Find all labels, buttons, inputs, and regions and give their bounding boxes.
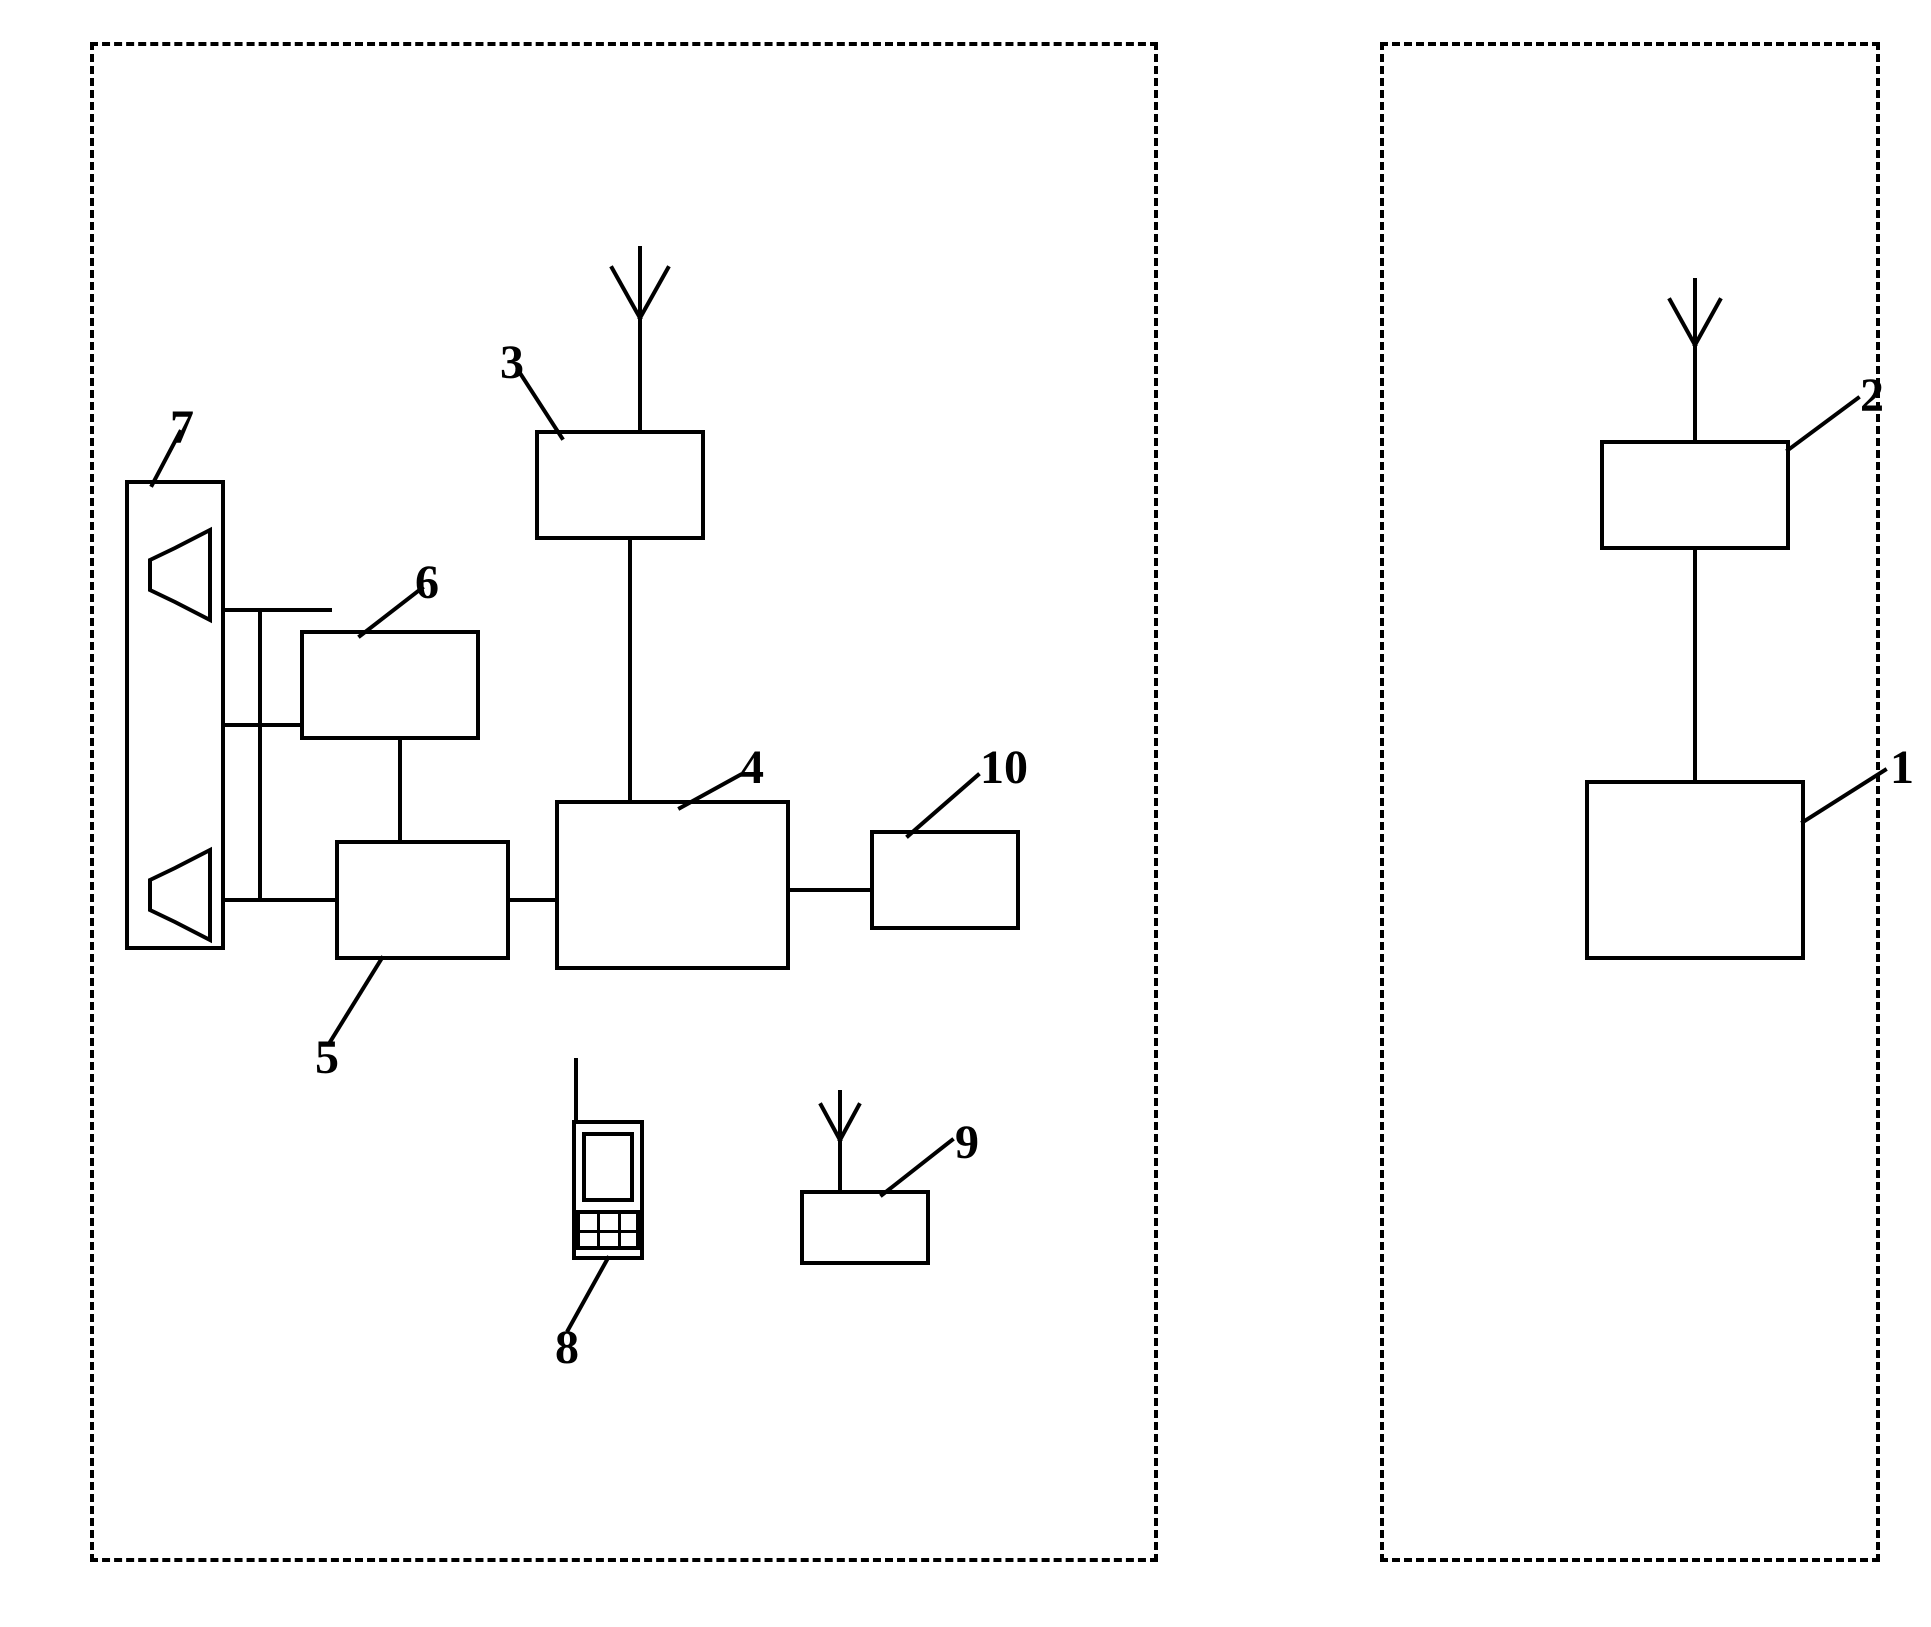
label-3: 3	[500, 335, 524, 390]
block-5	[335, 840, 510, 960]
block-7	[125, 480, 225, 950]
label-8: 8	[555, 1320, 579, 1375]
label-2: 2	[1860, 368, 1884, 423]
block-9	[800, 1190, 930, 1265]
label-10: 10	[980, 740, 1028, 795]
label-5: 5	[315, 1030, 339, 1085]
block-2	[1600, 440, 1790, 550]
block-10	[870, 830, 1020, 930]
block-3	[535, 430, 705, 540]
label-4: 4	[740, 740, 764, 795]
label-1: 1	[1890, 740, 1914, 795]
phone-screen	[582, 1132, 634, 1202]
block-6	[300, 630, 480, 740]
label-7: 7	[170, 400, 194, 455]
label-6: 6	[415, 555, 439, 610]
label-9: 9	[955, 1115, 979, 1170]
block-1	[1585, 780, 1805, 960]
block-4	[555, 800, 790, 970]
phone-keys	[576, 1210, 640, 1250]
